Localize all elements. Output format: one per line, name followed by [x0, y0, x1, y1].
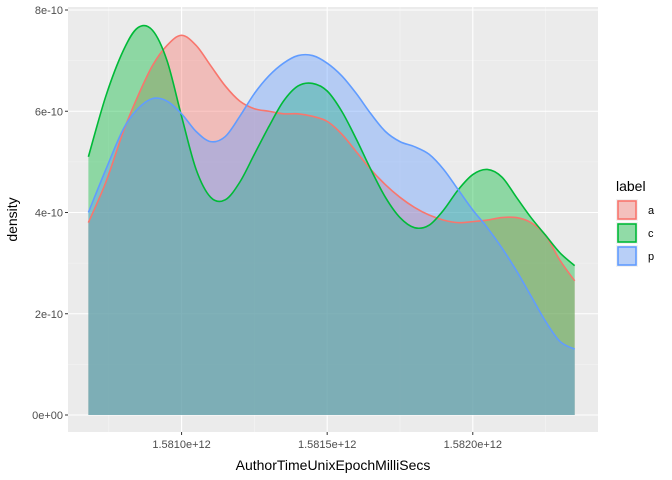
legend-label: c: [648, 228, 654, 240]
y-tick-label: 2e-10: [35, 309, 63, 321]
density-line-c: [87, 24, 576, 267]
x-tick-label: 1.5815e+12: [298, 439, 356, 451]
x-axis: 1.5810e+12 1.5815e+12 1.5820e+12: [152, 432, 502, 451]
density-line-a: [87, 34, 576, 282]
legend-label: p: [648, 251, 654, 263]
legend-key-bg: [616, 222, 638, 244]
x-axis-title: AuthorTimeUnixEpochMilliSecs: [236, 457, 431, 473]
legend-key-bg: [616, 245, 638, 267]
y-tick-label: 4e-10: [35, 208, 63, 220]
y-tick-label: 6e-10: [35, 106, 63, 118]
legend-key-c: [617, 223, 637, 243]
y-axis: 0e+00 2e-10 4e-10 6e-10 8e-10: [32, 5, 68, 422]
density-areas: [88, 25, 575, 415]
legend-label: a: [648, 205, 655, 217]
plot-panel: [68, 7, 598, 432]
legend-title: label: [616, 178, 646, 194]
density-lines: [87, 24, 576, 350]
legend-key-a: [617, 200, 637, 220]
density-area-c: [88, 25, 575, 415]
y-axis-title: density: [4, 197, 20, 241]
density-area-p: [88, 54, 575, 415]
legend-key-bg: [616, 199, 638, 221]
x-tick-label: 1.5820e+12: [444, 439, 502, 451]
y-tick-label: 8e-10: [35, 5, 63, 17]
density-area-a: [88, 35, 575, 415]
x-tick-label: 1.5810e+12: [152, 439, 210, 451]
legend-key-p: [617, 246, 637, 266]
y-tick-label: 0e+00: [32, 410, 63, 422]
legend: label acp: [616, 178, 655, 267]
density-line-p: [87, 53, 576, 350]
